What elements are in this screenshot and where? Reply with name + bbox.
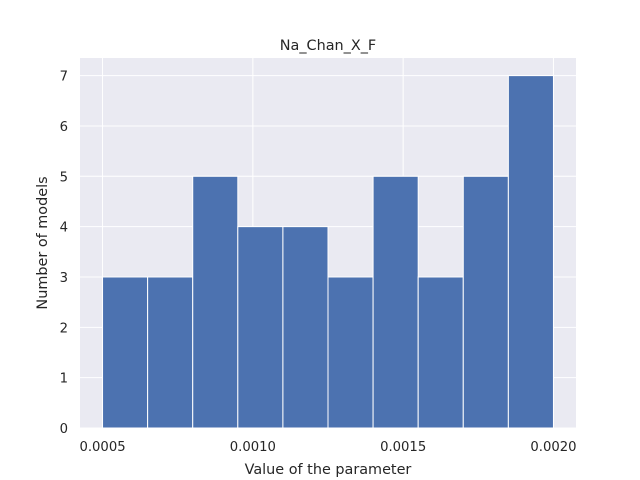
y-axis-label: Number of models bbox=[35, 176, 51, 309]
histogram-bar bbox=[102, 276, 149, 429]
y-tick-labels: 0 1 2 3 4 5 6 7 bbox=[60, 70, 68, 437]
chart-title: Na_Chan_X_F bbox=[280, 38, 376, 54]
y-tick-label: 0 bbox=[60, 422, 68, 437]
histogram-bar bbox=[372, 175, 419, 429]
histogram-bar bbox=[192, 175, 239, 429]
histogram-bar bbox=[462, 175, 509, 429]
y-tick-label: 3 bbox=[60, 271, 68, 286]
y-tick-label: 7 bbox=[60, 70, 68, 85]
y-tick-label: 4 bbox=[60, 221, 68, 236]
histogram-bar bbox=[507, 75, 554, 429]
y-tick-label: 2 bbox=[60, 321, 68, 336]
histogram-bar bbox=[147, 276, 194, 429]
histogram-bar bbox=[237, 226, 284, 429]
histogram-bars bbox=[102, 75, 554, 429]
x-tick-label: 0.0010 bbox=[230, 440, 276, 455]
histogram-bar bbox=[417, 276, 464, 429]
y-tick-label: 5 bbox=[60, 170, 68, 185]
x-tick-label: 0.0005 bbox=[79, 440, 125, 455]
x-tick-label: 0.0020 bbox=[530, 440, 576, 455]
x-tick-labels: 0.0005 0.0010 0.0015 0.0020 bbox=[79, 440, 576, 455]
y-tick-label: 6 bbox=[60, 120, 68, 135]
y-tick-label: 1 bbox=[60, 372, 68, 387]
histogram-bar bbox=[327, 276, 374, 429]
histogram-bar bbox=[282, 226, 329, 429]
x-tick-label: 0.0015 bbox=[380, 440, 426, 455]
x-axis-label: Value of the parameter bbox=[245, 462, 412, 478]
